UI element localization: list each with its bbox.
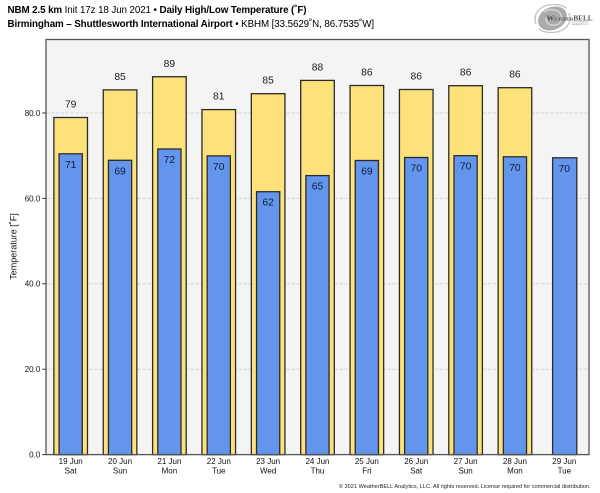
svg-text:20 Jun: 20 Jun — [108, 457, 132, 466]
svg-text:Tue: Tue — [558, 466, 572, 475]
svg-text:70: 70 — [509, 163, 521, 174]
svg-text:86: 86 — [410, 72, 422, 83]
svg-text:40.0: 40.0 — [25, 280, 41, 289]
svg-text:72: 72 — [164, 155, 176, 166]
svg-text:85: 85 — [262, 76, 274, 87]
svg-text:28 Jun: 28 Jun — [503, 457, 527, 466]
svg-text:71: 71 — [65, 160, 77, 171]
svg-text:29 Jun: 29 Jun — [552, 457, 576, 466]
svg-text:© 2021 WeatherBELL Analytics,: © 2021 WeatherBELL Analytics, LLC. All r… — [339, 483, 591, 490]
svg-text:81: 81 — [213, 92, 225, 103]
svg-text:70: 70 — [410, 164, 422, 175]
svg-text:Mon: Mon — [162, 466, 178, 475]
svg-text:0.0: 0.0 — [29, 451, 41, 460]
svg-text:Wed: Wed — [260, 466, 276, 475]
svg-text:Temperature [˚F]: Temperature [˚F] — [8, 213, 18, 280]
svg-text:69: 69 — [361, 167, 373, 178]
svg-text:69: 69 — [114, 166, 126, 177]
svg-text:26 Jun: 26 Jun — [404, 457, 428, 466]
svg-text:22 Jun: 22 Jun — [207, 457, 231, 466]
svg-text:Tue: Tue — [212, 466, 226, 475]
svg-text:89: 89 — [164, 59, 176, 70]
svg-text:Analytics LLC: Analytics LLC — [572, 23, 589, 26]
svg-text:86: 86 — [460, 68, 472, 79]
svg-text:60.0: 60.0 — [25, 194, 41, 203]
svg-text:Fri: Fri — [362, 466, 372, 475]
svg-text:79: 79 — [65, 100, 77, 111]
svg-text:Sat: Sat — [65, 466, 78, 475]
svg-text:24 Jun: 24 Jun — [305, 457, 329, 466]
svg-text:19 Jun: 19 Jun — [59, 457, 83, 466]
svg-text:Sun: Sun — [458, 466, 472, 475]
svg-text:25 Jun: 25 Jun — [355, 457, 379, 466]
svg-text:70: 70 — [460, 162, 472, 173]
svg-text:WEATHERBELL: WEATHERBELL — [547, 14, 593, 23]
svg-text:65: 65 — [312, 182, 324, 193]
svg-text:70: 70 — [559, 164, 571, 175]
svg-text:20.0: 20.0 — [25, 365, 41, 374]
svg-text:23 Jun: 23 Jun — [256, 457, 280, 466]
svg-text:Sun: Sun — [113, 466, 127, 475]
svg-text:Thu: Thu — [311, 466, 325, 475]
svg-text:80.0: 80.0 — [25, 109, 41, 118]
svg-text:85: 85 — [114, 72, 126, 83]
svg-text:Birmingham – Shuttlesworth Int: Birmingham – Shuttlesworth International… — [8, 19, 375, 30]
svg-text:NBM 2.5 km Init 17z 18 Jun 202: NBM 2.5 km Init 17z 18 Jun 2021 • Daily … — [8, 5, 307, 16]
svg-text:88: 88 — [312, 62, 324, 73]
svg-text:70: 70 — [213, 162, 225, 173]
svg-text:86: 86 — [361, 68, 373, 79]
svg-text:62: 62 — [262, 198, 274, 209]
svg-text:86: 86 — [509, 70, 521, 81]
svg-text:27 Jun: 27 Jun — [454, 457, 478, 466]
svg-text:Sat: Sat — [410, 466, 423, 475]
svg-text:21 Jun: 21 Jun — [157, 457, 181, 466]
svg-text:Mon: Mon — [507, 466, 523, 475]
